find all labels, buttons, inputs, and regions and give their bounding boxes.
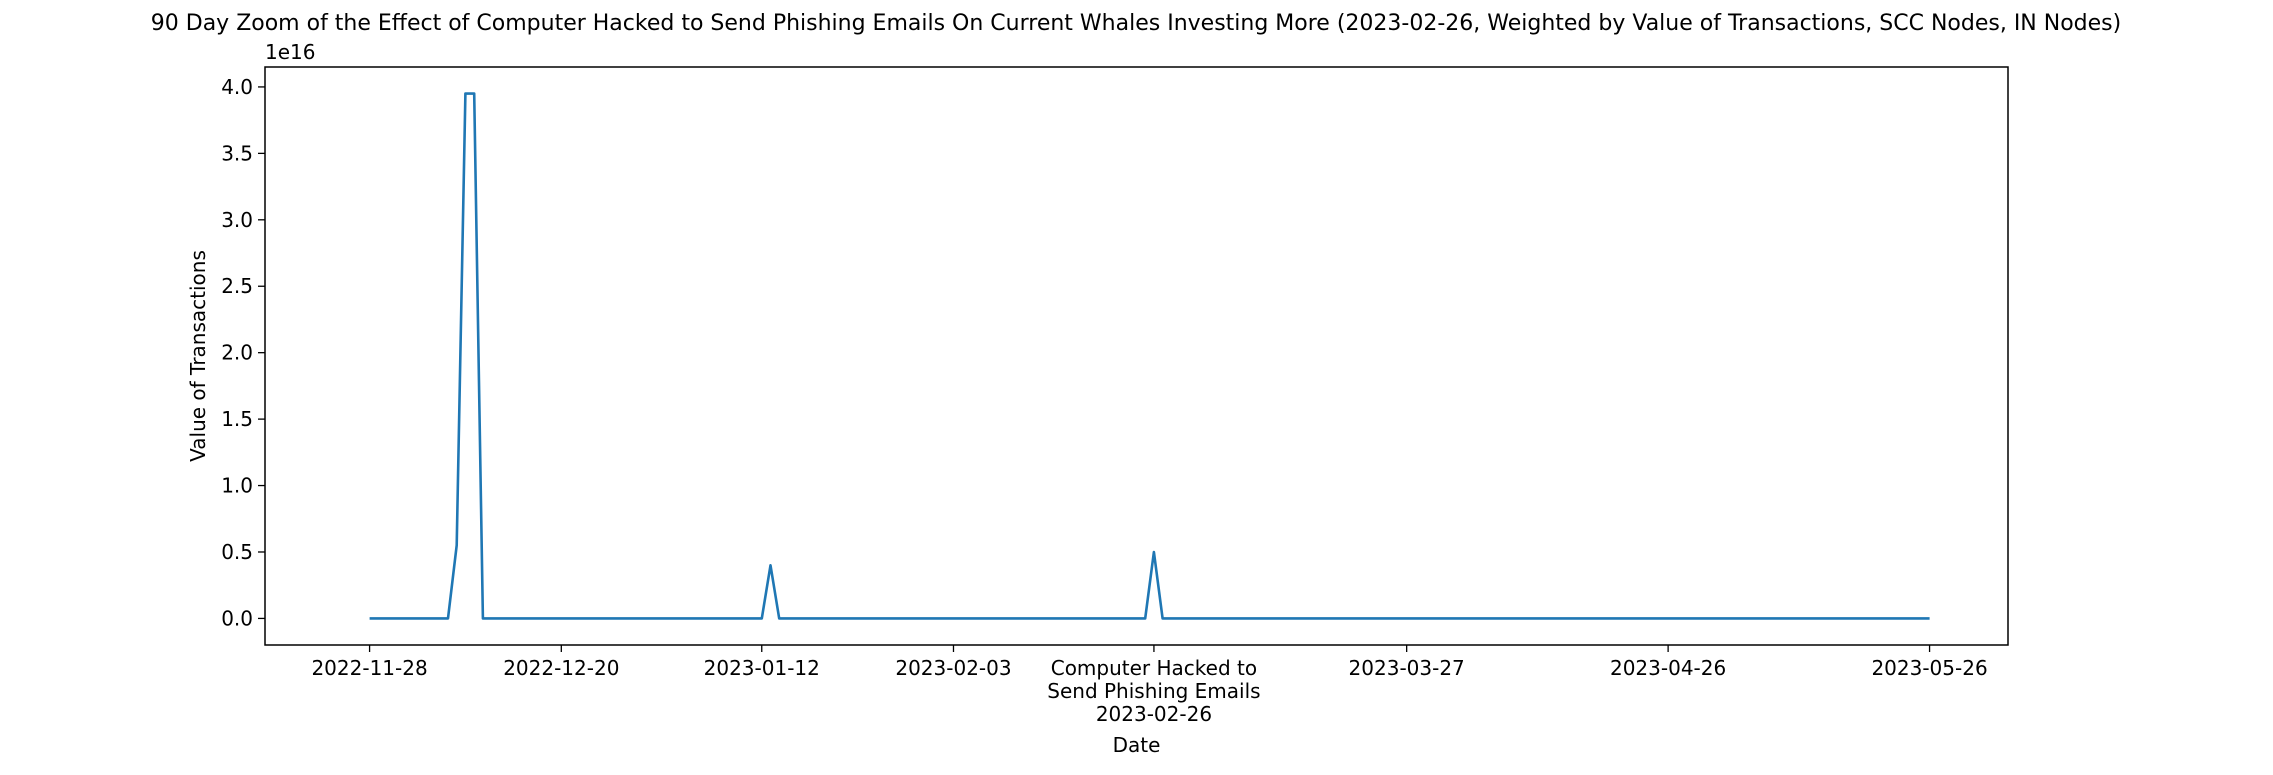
y-axis-offset-label: 1e16 <box>265 40 315 64</box>
y-tick-label: 3.0 <box>221 208 253 232</box>
x-tick-label: 2023-05-26 <box>1871 656 1987 680</box>
y-axis-label: Value of Transactions <box>186 250 210 462</box>
x-tick-label: 2023-01-12 <box>704 656 820 680</box>
y-tick-label: 2.5 <box>221 274 253 298</box>
x-axis-ticks: 2022-11-28 2022-12-20 2023-01-12 2023-02-03… <box>311 645 1988 726</box>
y-tick-label: 0.5 <box>221 540 253 564</box>
x-tick-label: 2023-02-03 <box>895 656 1011 680</box>
x-tick-label: 2022-11-28 <box>311 656 427 680</box>
chart-title: 90 Day Zoom of the Effect of Computer Ha… <box>151 11 2121 36</box>
plot-frame <box>264 66 2009 646</box>
y-tick-label: 0.0 <box>221 606 253 630</box>
x-axis-label: Date <box>1113 733 1161 757</box>
x-tick-label: 2022-12-20 <box>503 656 619 680</box>
series-line <box>369 92 1930 620</box>
x-tick-label: Computer Hacked to Send Phishing Emails 20… <box>1047 656 1260 726</box>
y-tick-label: 4.0 <box>221 75 253 99</box>
x-tick-label: 2023-04-26 <box>1610 656 1726 680</box>
y-tick-label: 1.0 <box>221 474 253 498</box>
y-tick-label: 2.0 <box>221 341 253 365</box>
y-tick-label: 3.5 <box>221 141 253 165</box>
y-tick-label: 1.5 <box>221 407 253 431</box>
series-layer <box>369 92 1930 620</box>
y-axis-ticks: 0.0 0.5 1.0 1.5 2.0 2.5 3.0 3.5 4.0 <box>221 75 265 630</box>
x-tick-label: 2023-03-27 <box>1349 656 1465 680</box>
